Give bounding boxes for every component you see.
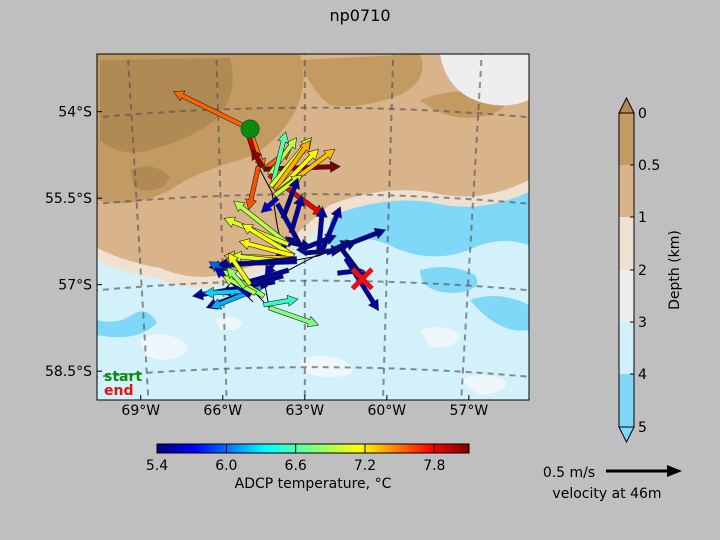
depth-colorbar-band <box>619 217 634 270</box>
velocity-scale: 0.5 m/s velocity at 46m <box>543 465 682 502</box>
track-markers <box>240 119 374 291</box>
depth-colorbar-band <box>619 113 634 165</box>
scale-arrow-head <box>667 465 682 477</box>
depth-tick-label: 0 <box>638 106 647 122</box>
velocity-arrow <box>339 227 387 250</box>
depth-colorbar-band <box>619 374 634 427</box>
temperature-colorbar-label: ADCP temperature, °C <box>235 476 392 492</box>
velocity-arrow <box>173 90 252 132</box>
y-axis-ticks: 54°S 55.5°S 57°S 58.5°S <box>45 105 102 380</box>
velocity-arrow <box>216 258 298 271</box>
depth-colorbar-band <box>619 270 634 322</box>
depth-colorbar-extend-top <box>618 96 635 114</box>
depth-tick-label: 0.5 <box>638 158 660 174</box>
depth-tick-label: 4 <box>638 367 647 383</box>
x-tick-label: 60°W <box>367 403 406 419</box>
start-marker <box>240 119 260 139</box>
velocity-arrow <box>315 206 328 254</box>
velocity-arrow <box>260 196 280 214</box>
temperature-tick-label: 7.8 <box>423 458 445 474</box>
y-tick-label: 57°S <box>58 278 92 294</box>
temperature-tick-label: 6.0 <box>215 458 237 474</box>
depth-colorbar-band <box>619 165 634 217</box>
parallel-line <box>97 193 529 205</box>
scale-arrow-label: 0.5 m/s <box>543 465 595 481</box>
temperature-tick-label: 7.2 <box>354 458 376 474</box>
legend-entry: start <box>104 369 142 385</box>
velocity-arrow <box>226 266 247 290</box>
parallel-line <box>97 106 529 119</box>
depth-tick-label: 1 <box>638 210 647 226</box>
x-tick-label: 69°W <box>121 403 160 419</box>
velocity-arrow <box>245 165 261 211</box>
chart-title: np0710 <box>329 6 390 25</box>
temperature-gradient <box>156 443 470 454</box>
temperature-colorbar: ADCP temperature, °C 5.4 6.0 6.6 7.2 7.8 <box>146 443 470 492</box>
graticule <box>97 54 529 400</box>
depth-colorbar-band <box>619 322 634 374</box>
velocity-arrow <box>288 194 305 234</box>
y-tick-label: 58.5°S <box>45 364 92 380</box>
map-frame <box>96 53 530 401</box>
velocity-arrow <box>263 294 299 308</box>
velocity-arrow <box>274 148 319 195</box>
velocity-arrow <box>251 148 265 169</box>
velocity-arrow <box>268 305 320 328</box>
x-tick-label: 66°W <box>203 403 242 419</box>
parallel-line <box>97 366 529 378</box>
legend-entry: end <box>104 383 133 399</box>
shallow-bank-central <box>300 54 506 118</box>
depth-tick-label: 3 <box>638 315 647 331</box>
velocity-arrow <box>227 252 253 287</box>
meridian-line <box>215 54 228 400</box>
x-tick-label: 57°W <box>450 403 489 419</box>
map-axes: 69°W 66°W 63°W 60°W 57°W 54°S 55.5°S 57°S 58.5°… <box>45 53 530 419</box>
depth-tick-label: 2 <box>638 263 647 279</box>
temperature-tick-label: 6.6 <box>285 458 307 474</box>
velocity-arrow <box>280 177 300 220</box>
depth-colorbar: Depth (km) 0 0.5 1 2 3 4 5 <box>618 96 683 444</box>
end-marker <box>350 267 374 291</box>
velocity-arrow <box>272 139 311 192</box>
velocity-arrow <box>318 206 342 255</box>
depth-colorbar-extend-bottom <box>618 426 635 444</box>
x-tick-label: 63°W <box>285 403 324 419</box>
temperature-tick-label: 5.4 <box>146 458 168 474</box>
depth-tick-label: 5 <box>638 420 647 436</box>
parallel-line <box>97 279 529 292</box>
velocity-arrow <box>269 131 290 188</box>
depth-colorbar-label: Depth (km) <box>667 230 683 310</box>
x-axis-ticks: 69°W 66°W 63°W 60°W 57°W <box>121 395 488 419</box>
y-tick-label: 54°S <box>58 105 92 121</box>
y-tick-label: 55.5°S <box>45 191 92 207</box>
shallow-banks-deep <box>100 58 233 191</box>
deep-water-patches <box>97 181 529 338</box>
meridian-line <box>460 54 483 400</box>
open-ocean-bands <box>440 54 529 106</box>
scale-arrow-caption: velocity at 46m <box>552 486 661 502</box>
meridian-line <box>126 54 150 400</box>
